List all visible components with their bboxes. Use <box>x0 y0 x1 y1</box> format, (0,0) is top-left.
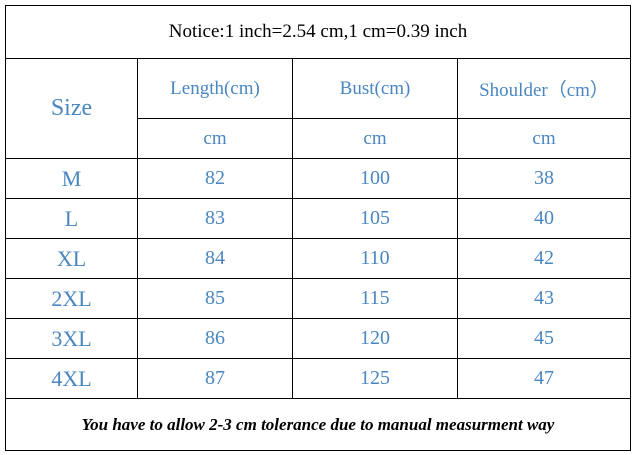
measurement: 85 <box>137 278 293 319</box>
measurement: 115 <box>292 278 458 319</box>
measurement: 120 <box>292 318 458 359</box>
size-label: 3XL <box>5 318 138 359</box>
column-header: Shoulder（cm） <box>456 58 632 119</box>
size-label: 2XL <box>5 278 138 319</box>
size-table: Notice:1 inch=2.54 cm,1 cm=0.39 inch Siz… <box>4 5 632 451</box>
data-row: 3XL 86 120 45 <box>5 318 632 359</box>
unit-label: cm <box>137 118 293 159</box>
measurement: 105 <box>292 198 458 239</box>
unit-label: cm <box>292 118 458 159</box>
unit-label: cm <box>456 118 632 159</box>
size-label: M <box>5 158 138 199</box>
measurement: 87 <box>137 358 293 399</box>
data-row: 4XL 87 125 47 <box>5 358 632 399</box>
measurement: 45 <box>456 318 632 359</box>
measurement: 83 <box>137 198 293 239</box>
data-row: M 82 100 38 <box>5 158 632 199</box>
footer-note: You have to allow 2-3 cm tolerance due t… <box>4 398 632 451</box>
size-label: L <box>5 198 138 239</box>
measurement: 86 <box>137 318 293 359</box>
measurement: 38 <box>456 158 632 199</box>
size-label: 4XL <box>5 358 138 399</box>
data-row: L 83 105 40 <box>5 198 632 239</box>
measurement: 82 <box>137 158 293 199</box>
notice: Notice:1 inch=2.54 cm,1 cm=0.39 inch <box>4 5 632 59</box>
measurement: 47 <box>456 358 632 399</box>
measurement: 100 <box>292 158 458 199</box>
measurement: 42 <box>456 238 632 279</box>
measurement: 110 <box>292 238 458 279</box>
footer-row: You have to allow 2-3 cm tolerance due t… <box>4 398 632 451</box>
size-header: Size <box>5 58 138 159</box>
column-header: Bust(cm) <box>292 58 458 119</box>
size-label: XL <box>5 238 138 279</box>
data-row: XL 84 110 42 <box>5 238 632 279</box>
measurement: 125 <box>292 358 458 399</box>
measurement: 84 <box>137 238 293 279</box>
column-header: Length(cm) <box>137 58 293 119</box>
data-row: 2XL 85 115 43 <box>5 278 632 319</box>
measurement: 43 <box>456 278 632 319</box>
measurement: 40 <box>456 198 632 239</box>
